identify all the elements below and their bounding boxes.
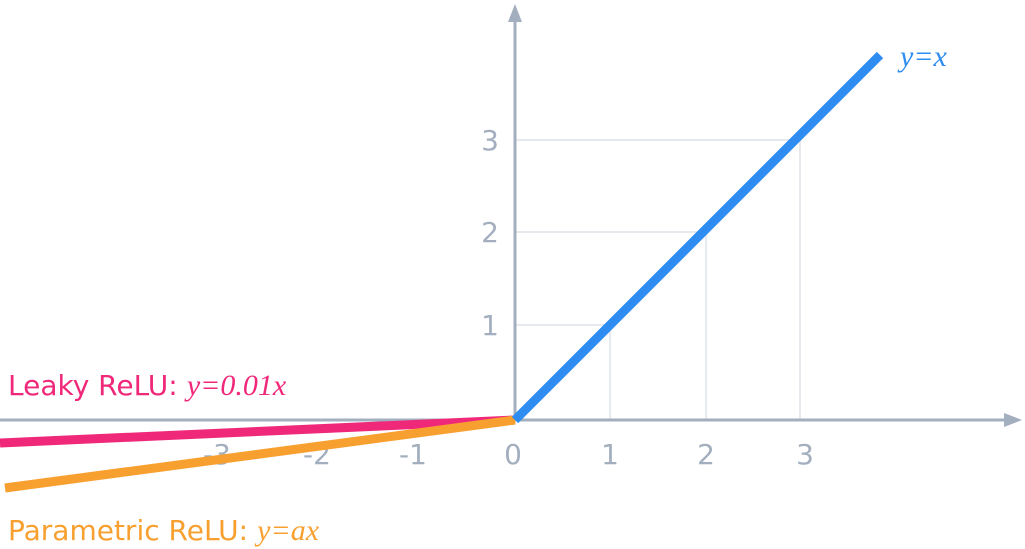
grid bbox=[515, 139, 801, 420]
label-formula: y=ax bbox=[254, 514, 320, 547]
y-tick-label: 2 bbox=[481, 216, 499, 249]
y-tick-label: 3 bbox=[481, 124, 499, 157]
identity-label: y=x bbox=[897, 40, 948, 73]
x-tick-label: 1 bbox=[601, 438, 619, 471]
x-tick-label: 2 bbox=[697, 438, 715, 471]
label-name: Leaky ReLU: bbox=[8, 369, 178, 402]
label-name: Parametric ReLU: bbox=[8, 514, 248, 547]
x-tick-label: -1 bbox=[399, 438, 427, 471]
x-arrow bbox=[1004, 413, 1022, 427]
label-formula: y=0.01x bbox=[184, 369, 287, 402]
y-arrow bbox=[508, 4, 522, 22]
identity-line bbox=[511, 51, 884, 424]
x-tick-label: 3 bbox=[796, 438, 814, 471]
parametric-relu-line bbox=[4, 415, 516, 493]
leaky-relu-line bbox=[0, 415, 516, 448]
x-ticks: -3 -2 -1 0 1 2 3 bbox=[203, 438, 814, 471]
leaky-relu-label: Leaky ReLU: y=0.01x bbox=[8, 369, 287, 402]
y-ticks: 1 2 3 bbox=[481, 124, 499, 342]
y-tick-label: 1 bbox=[481, 309, 499, 342]
parametric-relu-label: Parametric ReLU: y=ax bbox=[8, 514, 320, 547]
x-tick-label: 0 bbox=[504, 438, 522, 471]
